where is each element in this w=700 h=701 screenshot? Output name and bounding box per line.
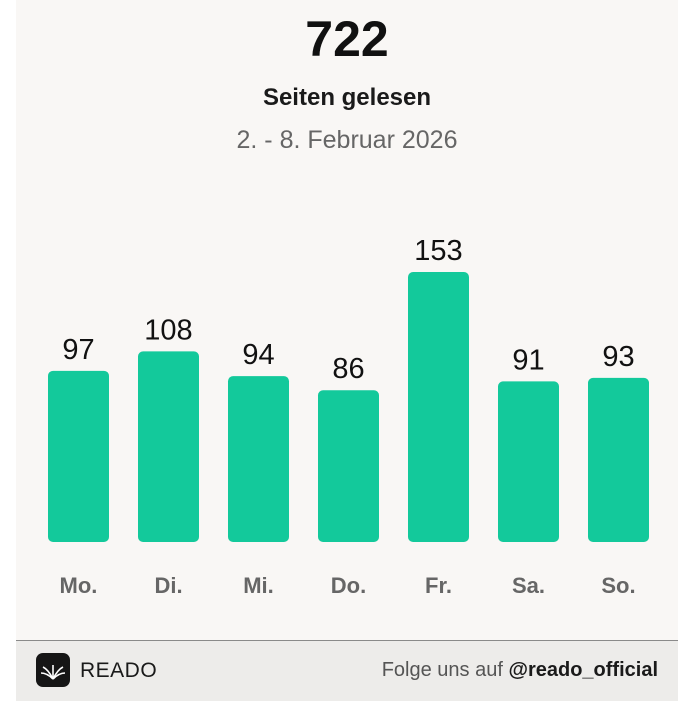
category-label: Sa. (512, 573, 545, 598)
bar-sa (498, 381, 559, 542)
value-label: 93 (602, 341, 634, 373)
category-label: Do. (331, 573, 366, 598)
value-label: 153 (414, 235, 462, 267)
bar-di (138, 351, 199, 542)
total-pages: 722 (305, 11, 389, 67)
social-handle-link[interactable]: @reado_official (508, 659, 658, 681)
follow-line: Folge uns auf @reado_official (382, 659, 658, 682)
bar-fr (408, 272, 469, 542)
value-label: 91 (512, 344, 544, 376)
bar-so (588, 377, 649, 542)
bar-do (318, 390, 379, 542)
value-label: 108 (144, 314, 192, 346)
bar-mi (228, 376, 289, 542)
category-label: So. (601, 573, 635, 598)
bar-chart: 97 Mo. 108 Di. 94 Mi. 86 Do. 153 Fr. 91 Sa. 93 So. (48, 235, 649, 598)
brand-name: READO (80, 659, 158, 682)
category-label: Mi. (243, 573, 274, 598)
chart-subtitle: Seiten gelesen (262, 84, 432, 111)
footer: READO Folge uns auf @reado_official (16, 640, 678, 701)
category-label: Mo. (60, 573, 98, 598)
category-label: Fr. (425, 573, 452, 598)
book-icon (36, 653, 70, 687)
value-label: 94 (242, 339, 274, 371)
bar-mo (48, 370, 109, 542)
follow-text: Folge uns auf (381, 659, 503, 681)
date-range: 2. - 8. Februar 2026 (236, 126, 458, 154)
category-label: Di. (154, 573, 182, 598)
value-label: 97 (62, 334, 94, 366)
stats-card: 722 Seiten gelesen 2. - 8. Februar 2026 … (16, 0, 678, 701)
value-label: 86 (332, 353, 364, 385)
